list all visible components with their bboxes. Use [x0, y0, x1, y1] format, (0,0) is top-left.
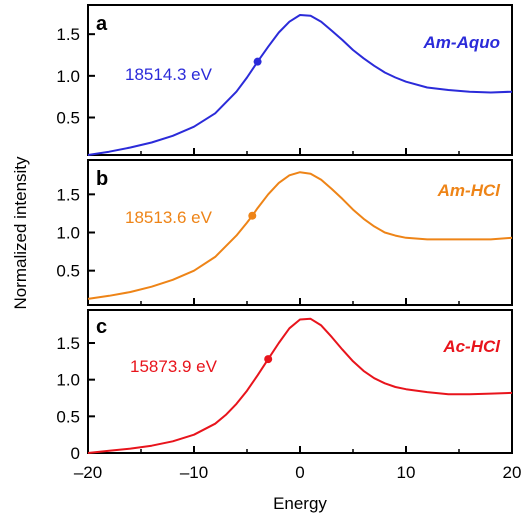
panel-b-y-tick-label: 0.5: [56, 262, 80, 281]
panel-c-y-tick-label: 0: [71, 444, 80, 463]
panel-a-spectrum-line: [87, 14, 513, 156]
panel-c-edge-point: [264, 355, 273, 364]
panel-b-spectrum-line: [87, 171, 513, 300]
panel-a-edge-point: [253, 57, 262, 66]
panel-c-y-tick-label: 1.0: [56, 371, 80, 390]
panel-a-y-tick-label: 1.5: [56, 25, 80, 44]
x-tick-label: 10: [397, 463, 416, 482]
panel-b-sample-label: Am-HCl: [437, 181, 502, 200]
panel-a-edge-label: 18514.3 eV: [125, 65, 213, 84]
y-axis-title: Normalized intensity: [11, 156, 30, 310]
panel-b-edge-label: 18513.6 eV: [125, 208, 213, 227]
x-tick-label: 0: [295, 463, 304, 482]
x-tick-label: –10: [180, 463, 208, 482]
panel-c-y-tick-label: 1.5: [56, 334, 80, 353]
x-axis-title: Energy: [273, 494, 327, 513]
panel-b-y-tick-label: 1.0: [56, 224, 80, 243]
x-tick-label: 20: [503, 463, 522, 482]
panel-b-y-tick-label: 1.5: [56, 185, 80, 204]
panel-b-letter: b: [96, 168, 108, 190]
panel-c-frame: [87, 309, 513, 454]
panel-c-sample-label: Ac-HCl: [442, 337, 501, 356]
panel-c-letter: c: [96, 316, 107, 338]
panel-a-y-tick-label: 1.0: [56, 67, 80, 86]
panel-b-edge-point: [248, 211, 257, 220]
panel-c-spectrum-line: [87, 317, 513, 454]
panel-c-edge-label: 15873.9 eV: [130, 357, 218, 376]
panel-a-y-tick-label: 0.5: [56, 109, 80, 128]
x-tick-label: –20: [74, 463, 102, 482]
panel-a-letter: a: [96, 13, 108, 35]
panel-a-sample-label: Am-Aquo: [423, 33, 500, 52]
panel-c-y-tick-label: 0.5: [56, 407, 80, 426]
